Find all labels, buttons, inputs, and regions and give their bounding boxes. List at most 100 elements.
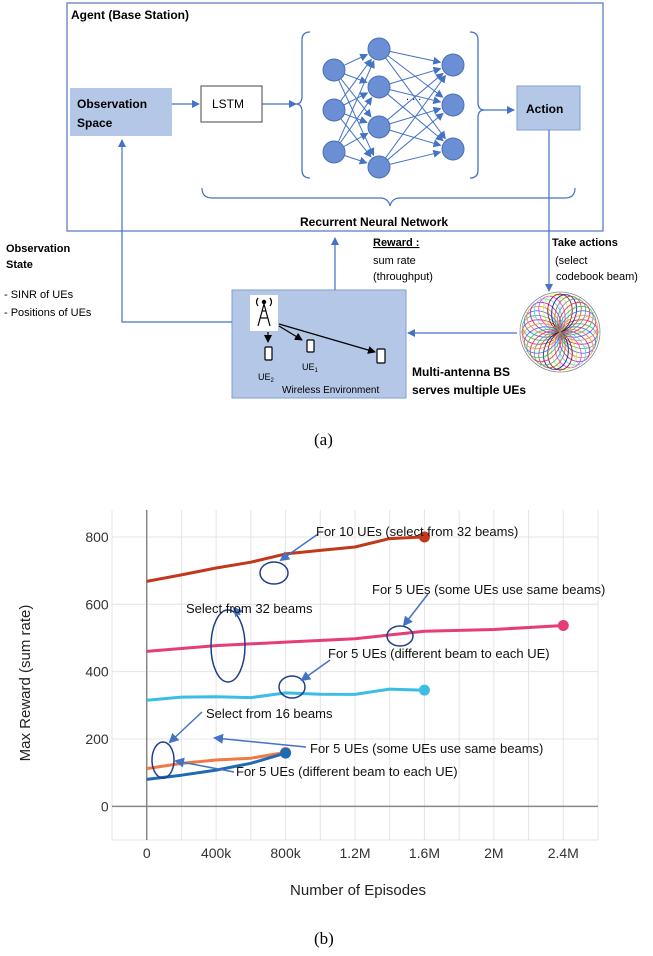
nn-left-bracket xyxy=(295,31,311,179)
chart-ticks: 0 400k 800k 1.2M 1.6M 2M 2.4M 0 200 400 600 800 xyxy=(85,529,578,861)
rnn-bottom-brace xyxy=(201,187,576,207)
nn-node xyxy=(367,155,391,179)
series-line-2 xyxy=(146,624,564,653)
nn-node xyxy=(322,58,346,82)
rnn-label: Recurrent Neural Network xyxy=(300,215,448,229)
max-reward-chart: 0 400k 800k 1.2M 1.6M 2M 2.4M 0 200 400 600 800 Max… xyxy=(17,510,605,899)
observation-space-line1: Observation xyxy=(77,97,147,111)
nn-edge xyxy=(340,58,372,102)
nn-edge xyxy=(343,92,369,106)
nn-edge xyxy=(344,113,368,124)
codebook-beam-pattern-icon xyxy=(519,291,601,373)
nn-edge xyxy=(337,59,375,143)
y-axis-label: Max Reward (sum rate) xyxy=(17,605,34,762)
lstm-label: LSTM xyxy=(212,97,244,111)
y-tick-label: 400 xyxy=(85,664,109,680)
annotation-select-16: Select from 16 beams xyxy=(206,706,333,721)
nn-edge xyxy=(389,89,442,105)
antenna-tower-icon xyxy=(255,297,273,327)
x-tick-label: 0 xyxy=(143,845,151,861)
series-endpoint-1 xyxy=(418,531,430,543)
observation-item-positions: - Positions of UEs xyxy=(4,307,92,319)
nn-edge xyxy=(387,72,444,121)
rl-agent-diagram: Agent (Base Station) Observation Space L… xyxy=(4,2,638,399)
chart-series xyxy=(146,531,569,781)
nn-right-bracket xyxy=(469,31,485,179)
agent-frame xyxy=(66,2,604,232)
x-tick-label: 1.6M xyxy=(409,845,440,861)
nn-node xyxy=(367,115,391,139)
annotation-select-32: Select from 32 beams xyxy=(186,601,313,616)
nn-node xyxy=(367,37,391,61)
observation-space-line2: Space xyxy=(77,116,113,130)
annotation-5ues-diff-32: For 5 UEs (different beam to each UE) xyxy=(328,646,550,661)
series-endpoint-2 xyxy=(557,620,569,631)
series-line-5 xyxy=(146,751,287,781)
state-feedback-arrow xyxy=(118,139,232,323)
ue2-label: UE2 xyxy=(258,372,275,384)
y-tick-label: 600 xyxy=(85,596,109,612)
nn-edge xyxy=(389,106,442,125)
action-label: Action xyxy=(526,102,563,116)
annotation-5ues-same-16: For 5 UEs (some UEs use same beams) xyxy=(310,741,543,756)
wireless-environment-label: Wireless Environment xyxy=(282,385,379,396)
action-box xyxy=(516,85,581,131)
observation-state-line1: Observation xyxy=(6,243,70,255)
nn-node xyxy=(322,98,346,122)
annotation-arrow-select-32 xyxy=(232,606,244,618)
annotation-10ues: For 10 UEs (select from 32 beams) xyxy=(316,524,518,539)
caption-a: (a) xyxy=(314,430,333,449)
series-line-3 xyxy=(146,687,425,702)
x-tick-label: 800k xyxy=(270,845,301,861)
annotation-arrow-5ues-same-32 xyxy=(402,593,429,627)
annotation-circle-5ues-same-32 xyxy=(386,625,414,647)
annotation-circle-10ues xyxy=(259,561,289,585)
y-tick-label: 200 xyxy=(85,731,109,747)
annotation-arrow-5ues-same-16 xyxy=(213,733,307,748)
take-actions-line1: (select xyxy=(555,255,587,267)
lstm-box xyxy=(200,85,263,123)
agent-title: Agent (Base Station) xyxy=(71,8,189,22)
annotation-arrow-10ues xyxy=(279,533,319,562)
y-tick-label: 800 xyxy=(85,529,109,545)
x-tick-label: 1.2M xyxy=(339,845,370,861)
series-line-4 xyxy=(146,750,286,771)
nn-edge xyxy=(338,79,375,157)
observation-space-box xyxy=(70,88,172,136)
nn-edge xyxy=(339,96,373,144)
x-axis-label: Number of Episodes xyxy=(290,882,426,899)
nn-node xyxy=(441,137,465,161)
annotation-circle-select-32 xyxy=(210,609,246,683)
take-actions-title: Take actions xyxy=(552,237,618,249)
nn-edge xyxy=(387,112,444,161)
nn-edge xyxy=(389,50,442,65)
nn-ellipsis: . . . xyxy=(406,91,421,103)
annotation-arrow-select-16 xyxy=(168,711,203,744)
nn-node xyxy=(367,75,391,99)
observation-state-line2: State xyxy=(6,259,33,271)
nn-edge xyxy=(389,129,442,148)
series-endpoint-3 xyxy=(418,684,430,696)
annotation-circle-select-16 xyxy=(151,741,175,779)
annotation-circle-5ues-diff-32 xyxy=(278,675,306,699)
beam-to-ue3 xyxy=(278,323,376,354)
annotation-5ues-same-32: For 5 UEs (some UEs use same beams) xyxy=(372,582,605,597)
reward-line1: sum rate xyxy=(373,255,416,267)
nn-edge xyxy=(343,132,369,148)
x-tick-label: 2.4M xyxy=(548,845,579,861)
series-endpoint-5 xyxy=(280,747,292,759)
nn-edge xyxy=(385,57,446,140)
nn-edge xyxy=(389,66,442,85)
bs-label-line2: serves multiple UEs xyxy=(412,383,526,397)
ue3-phone-icon xyxy=(376,348,386,364)
nn-connections xyxy=(337,50,446,165)
nn-nodes xyxy=(322,37,465,179)
nn-edge xyxy=(340,78,372,118)
y-tick-label: 0 xyxy=(101,798,109,814)
beam-lobe xyxy=(533,298,587,366)
nn-edge xyxy=(389,149,442,165)
beam-to-ue1 xyxy=(278,325,303,341)
ue1-label: UE1 xyxy=(302,362,319,374)
bs-label-line1: Multi-antenna BS xyxy=(412,365,510,379)
reward-title: Reward : xyxy=(373,237,419,249)
